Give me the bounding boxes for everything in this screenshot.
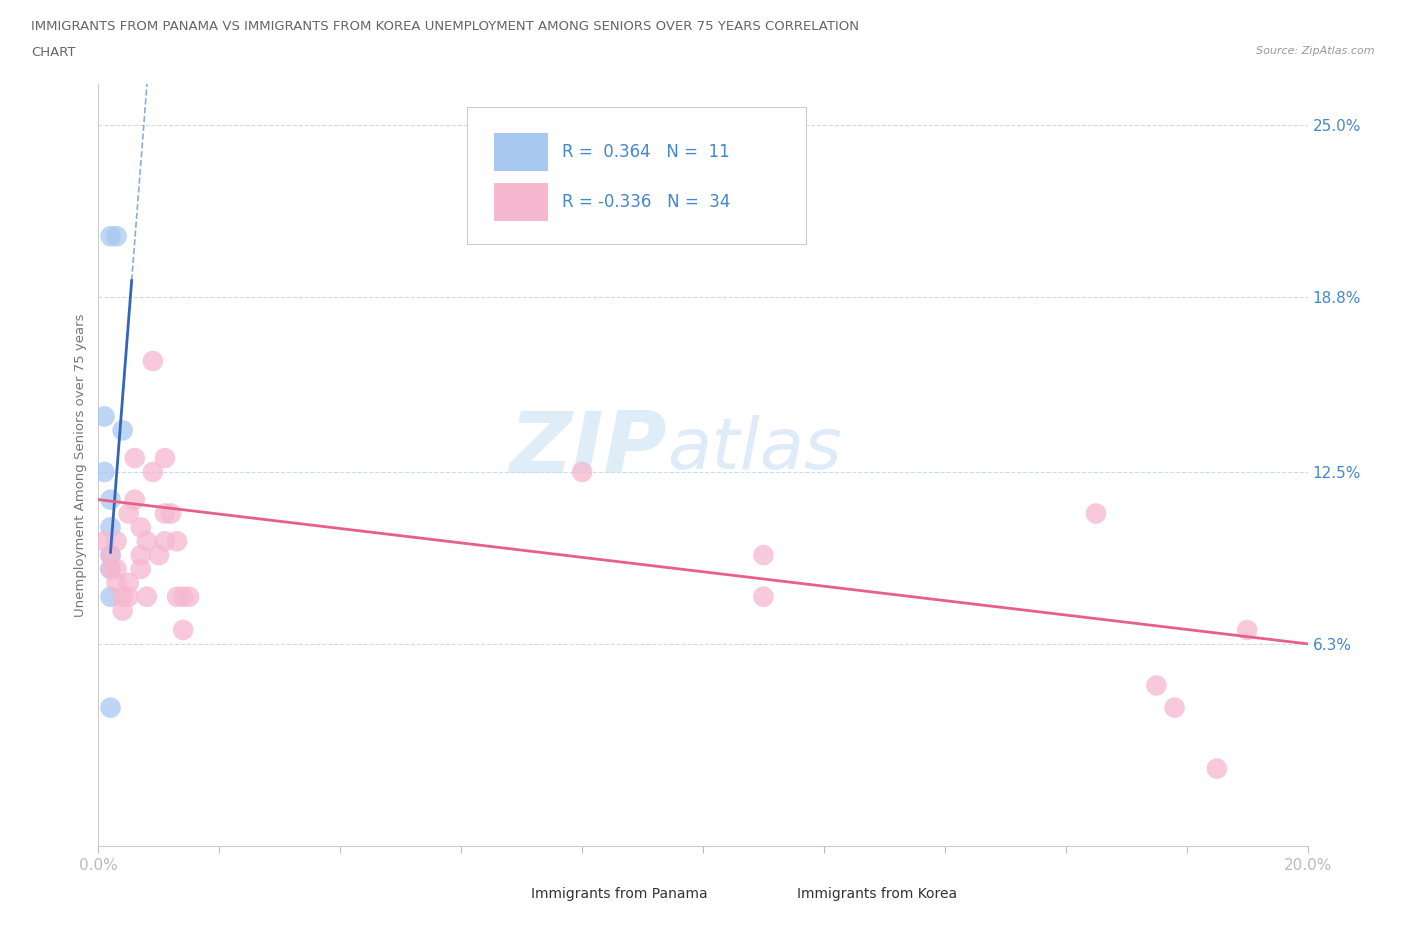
Point <box>153 534 176 549</box>
Point <box>166 590 188 604</box>
Point <box>160 506 183 521</box>
Point <box>100 520 122 535</box>
Point <box>105 534 128 549</box>
Point <box>111 423 134 438</box>
Point <box>135 590 157 604</box>
Point <box>752 548 775 563</box>
Point <box>100 492 122 507</box>
Point <box>166 534 188 549</box>
Point <box>135 534 157 549</box>
Point <box>100 548 122 563</box>
Text: ZIP: ZIP <box>509 408 666 491</box>
Text: R =  0.364   N =  11: R = 0.364 N = 11 <box>561 143 730 161</box>
Text: Immigrants from Panama: Immigrants from Panama <box>531 887 709 901</box>
FancyBboxPatch shape <box>494 183 548 221</box>
Text: Source: ZipAtlas.com: Source: ZipAtlas.com <box>1257 46 1375 57</box>
Point <box>129 548 152 563</box>
Point <box>1206 762 1229 777</box>
Point <box>100 229 122 244</box>
FancyBboxPatch shape <box>494 133 548 171</box>
Point <box>129 520 152 535</box>
Text: R = -0.336   N =  34: R = -0.336 N = 34 <box>561 193 730 211</box>
Point <box>153 506 176 521</box>
Point <box>179 590 201 604</box>
Point <box>118 590 141 604</box>
Point <box>100 700 122 715</box>
Point <box>105 562 128 577</box>
Y-axis label: Unemployment Among Seniors over 75 years: Unemployment Among Seniors over 75 years <box>75 313 87 617</box>
Text: atlas: atlas <box>666 416 841 485</box>
Point <box>142 464 165 479</box>
FancyBboxPatch shape <box>467 107 806 244</box>
Point <box>153 451 176 466</box>
Point <box>118 506 141 521</box>
Point <box>100 562 122 577</box>
Point <box>1144 678 1167 693</box>
FancyBboxPatch shape <box>485 877 522 911</box>
FancyBboxPatch shape <box>751 877 787 911</box>
Point <box>142 353 165 368</box>
Point <box>124 451 146 466</box>
Text: IMMIGRANTS FROM PANAMA VS IMMIGRANTS FROM KOREA UNEMPLOYMENT AMONG SENIORS OVER : IMMIGRANTS FROM PANAMA VS IMMIGRANTS FRO… <box>31 20 859 33</box>
Point <box>100 590 122 604</box>
Point <box>105 229 128 244</box>
Point <box>111 604 134 618</box>
Point <box>111 590 134 604</box>
Point <box>1085 506 1108 521</box>
Point <box>124 492 146 507</box>
Point <box>752 590 775 604</box>
Point <box>100 548 122 563</box>
Point <box>93 534 115 549</box>
Point <box>100 562 122 577</box>
Point <box>1236 622 1258 637</box>
Text: Immigrants from Korea: Immigrants from Korea <box>797 887 957 901</box>
Point <box>172 622 194 637</box>
Point <box>172 590 194 604</box>
Text: CHART: CHART <box>31 46 76 60</box>
Point <box>93 409 115 424</box>
Point <box>1163 700 1185 715</box>
Point <box>118 576 141 591</box>
Point <box>571 464 593 479</box>
Point <box>129 562 152 577</box>
Point <box>93 464 115 479</box>
Point <box>148 548 170 563</box>
Point <box>105 576 128 591</box>
